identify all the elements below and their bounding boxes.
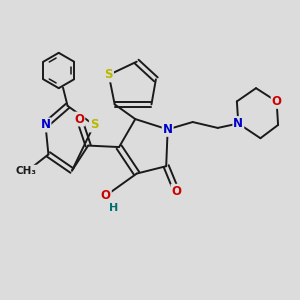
Text: O: O bbox=[172, 185, 182, 198]
Text: O: O bbox=[101, 189, 111, 202]
Text: H: H bbox=[109, 203, 118, 213]
Text: N: N bbox=[40, 118, 50, 131]
Text: O: O bbox=[272, 95, 282, 108]
Text: S: S bbox=[90, 118, 98, 131]
Text: O: O bbox=[74, 112, 84, 126]
Text: N: N bbox=[233, 117, 243, 130]
Text: N: N bbox=[163, 123, 173, 136]
Text: CH₃: CH₃ bbox=[16, 166, 37, 176]
Text: S: S bbox=[104, 68, 113, 81]
